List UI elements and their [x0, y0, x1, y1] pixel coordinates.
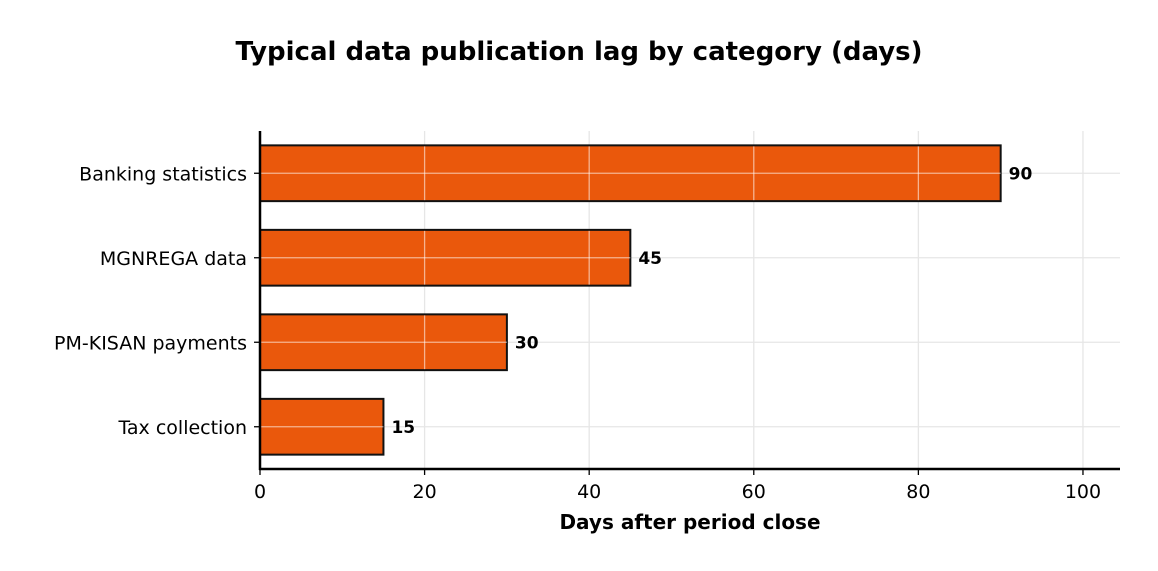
chart-title: Typical data publication lag by category…: [235, 37, 922, 67]
x-tick-label: 60: [742, 481, 766, 503]
x-axis-label: Days after period close: [559, 510, 820, 534]
y-tick-label: PM-KISAN payments: [54, 332, 247, 354]
y-tick-label: Banking statistics: [79, 163, 247, 185]
y-tick-label: MGNREGA data: [100, 248, 247, 270]
bars: [259, 144, 1002, 456]
x-tick-label: 80: [906, 481, 930, 503]
bar-value-label: 45: [638, 249, 662, 269]
y-tick-label: Tax collection: [117, 417, 247, 439]
x-tick-label: 40: [577, 481, 601, 503]
labels: 0 20 40 60 80 100 Banking statistics 90 MGNREGA …: [54, 163, 1101, 503]
bar-value-label: 90: [1009, 164, 1033, 184]
axes: [254, 131, 1120, 475]
x-tick-label: 100: [1065, 481, 1101, 503]
x-tick-label: 20: [412, 481, 436, 503]
bar-value-label: 30: [515, 333, 539, 353]
x-tick-label: 0: [254, 481, 266, 503]
bar-value-label: 15: [391, 418, 415, 438]
